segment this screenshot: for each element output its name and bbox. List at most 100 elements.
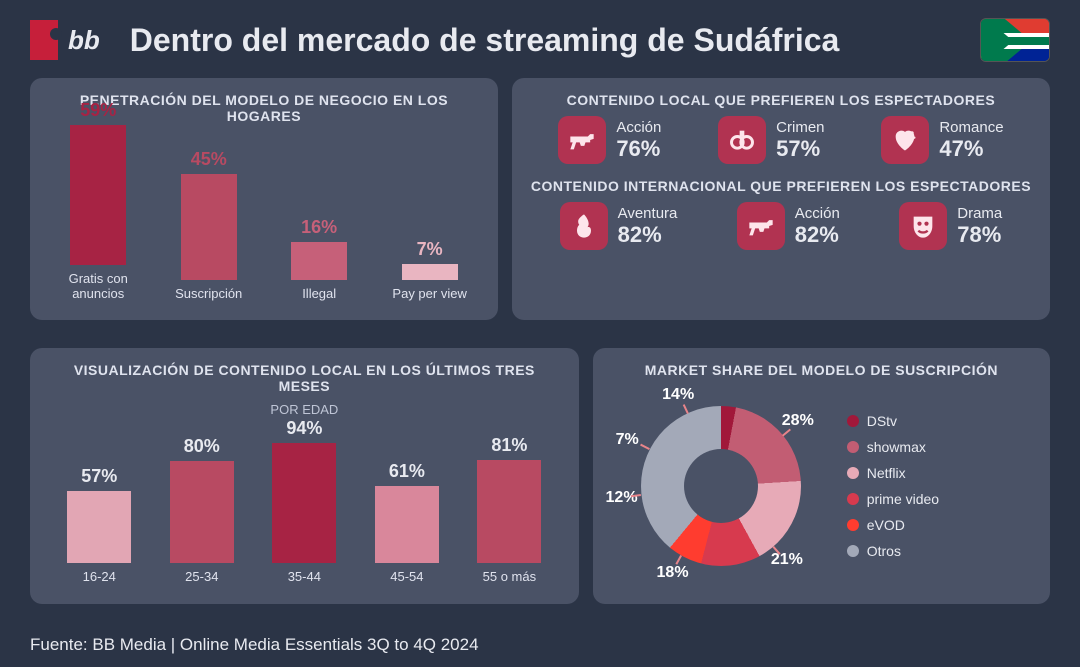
bar-value: 45%	[191, 149, 227, 170]
bar-label: Suscripción	[175, 286, 242, 302]
donut-slice-label: 14%	[662, 386, 694, 404]
legend-item: prime video	[847, 491, 939, 507]
donut-slice-label: 28%	[782, 412, 814, 430]
logo: bb	[30, 20, 100, 60]
penetration-bar: 7% Pay per view	[390, 239, 470, 302]
bar-rect	[291, 242, 347, 280]
logo-text: bb	[68, 25, 100, 56]
legend-swatch	[847, 467, 859, 479]
bar-rect	[272, 443, 336, 563]
genre-name: Acción	[616, 119, 661, 136]
legend-item: showmax	[847, 439, 939, 455]
legend-item: Otros	[847, 543, 939, 559]
south-africa-flag-icon	[980, 18, 1050, 62]
bar-rect	[67, 491, 131, 564]
legend-label: prime video	[867, 491, 939, 507]
age-bar: 80%25-34	[160, 436, 244, 585]
genre-name: Romance	[939, 119, 1003, 136]
bar-value: 94%	[286, 418, 322, 439]
genre-tile: Acción76%	[558, 116, 661, 164]
local-genres-title: CONTENIDO LOCAL QUE PREFIEREN LOS ESPECT…	[530, 92, 1032, 108]
legend-swatch	[847, 415, 859, 427]
bar-value: 7%	[417, 239, 443, 260]
penetration-bar: 45% Suscripción	[169, 149, 249, 302]
by-age-subtitle: POR EDAD	[48, 402, 561, 417]
by-age-panel: VISUALIZACIÓN DE CONTENIDO LOCAL EN LOS …	[30, 348, 579, 604]
bar-rect	[402, 264, 458, 281]
genre-pct: 78%	[957, 222, 1002, 248]
genre-tile: Aventura82%	[560, 202, 678, 250]
legend-swatch	[847, 441, 859, 453]
donut-tick	[641, 444, 651, 450]
cuffs-icon	[718, 116, 766, 164]
genre-tile: Acción82%	[737, 202, 840, 250]
genre-name: Acción	[795, 205, 840, 222]
bar-label: Pay per view	[392, 286, 466, 302]
donut-tick	[682, 404, 688, 414]
bar-rect	[375, 486, 439, 564]
bar-value: 16%	[301, 217, 337, 238]
genre-tile: Crimen57%	[718, 116, 824, 164]
legend-item: eVOD	[847, 517, 939, 533]
bar-label: 35-44	[288, 569, 321, 585]
genre-pct: 76%	[616, 136, 661, 162]
bar-value: 81%	[491, 435, 527, 456]
age-bar: 81% 55 o más	[467, 435, 551, 585]
age-bar: 57% 16-24	[57, 466, 141, 585]
genres-panel: CONTENIDO LOCAL QUE PREFIEREN LOS ESPECT…	[512, 78, 1050, 320]
penetration-panel: PENETRACIÓN DEL MODELO DE NEGOCIO EN LOS…	[30, 78, 498, 320]
gun-icon	[737, 202, 785, 250]
bar-label: 16-24	[83, 569, 116, 585]
heart-icon	[881, 116, 929, 164]
legend-label: Otros	[867, 543, 901, 559]
bar-label: 25-34	[185, 569, 218, 585]
legend-label: eVOD	[867, 517, 905, 533]
legend-item: Netflix	[847, 465, 939, 481]
mask-icon	[899, 202, 947, 250]
penetration-bar: 59% Gratis con anuncios	[58, 100, 138, 302]
donut-slice-label: 7%	[616, 431, 639, 449]
donut-chart: 28%21%18%12%7%14%	[611, 386, 831, 586]
footer-source: Fuente: BB Media | Online Media Essentia…	[30, 635, 479, 655]
legend-swatch	[847, 493, 859, 505]
legend-label: showmax	[867, 439, 926, 455]
bar-label: Illegal	[302, 286, 336, 302]
bar-value: 57%	[81, 466, 117, 487]
legend-label: Netflix	[867, 465, 906, 481]
bar-label: Gratis con anuncios	[58, 271, 138, 302]
market-share-title: MARKET SHARE DEL MODELO DE SUSCRIPCIÓN	[611, 362, 1032, 378]
genre-name: Aventura	[618, 205, 678, 222]
by-age-bars: 57%16-2480%25-3494%35-4461%45-5481%55 o …	[48, 425, 561, 585]
donut-slice-label: 12%	[606, 489, 638, 507]
genre-pct: 82%	[795, 222, 840, 248]
bar-value: 59%	[80, 100, 116, 121]
genre-tile: Romance47%	[881, 116, 1003, 164]
market-share-panel: MARKET SHARE DEL MODELO DE SUSCRIPCIÓN 2…	[593, 348, 1050, 604]
header: bb Dentro del mercado de streaming de Su…	[0, 0, 1080, 72]
bar-label: 45-54	[390, 569, 423, 585]
genre-pct: 47%	[939, 136, 1003, 162]
age-bar: 61% 45-54	[365, 461, 449, 585]
bar-rect	[181, 174, 237, 281]
legend-item: DStv	[847, 413, 939, 429]
intl-genres-row: Aventura82%Acción82%Drama78%	[530, 202, 1032, 250]
donut-slice-label: 21%	[771, 551, 803, 569]
bar-label: 55 o más	[483, 569, 536, 585]
gun-icon	[558, 116, 606, 164]
legend-swatch	[847, 519, 859, 531]
page-title: Dentro del mercado de streaming de Sudáf…	[130, 22, 980, 59]
donut-legend: DStv showmax Netflix prime video eVOD Otros	[847, 413, 939, 559]
bar-rect	[170, 461, 234, 563]
donut-slice-label: 18%	[657, 564, 689, 582]
genre-name: Drama	[957, 205, 1002, 222]
genre-pct: 57%	[776, 136, 824, 162]
genre-name: Crimen	[776, 119, 824, 136]
local-genres-row: Acción76% Crimen57% Romance47%	[530, 116, 1032, 164]
legend-swatch	[847, 545, 859, 557]
bar-value: 61%	[389, 461, 425, 482]
penetration-bar: 16% Illegal	[279, 217, 359, 302]
bar-rect	[477, 460, 541, 563]
fire-icon	[560, 202, 608, 250]
intl-genres-title: CONTENIDO INTERNACIONAL QUE PREFIEREN LO…	[530, 178, 1032, 194]
penetration-bars: 59%Gratis con anuncios45%Suscripción16%I…	[48, 132, 480, 302]
